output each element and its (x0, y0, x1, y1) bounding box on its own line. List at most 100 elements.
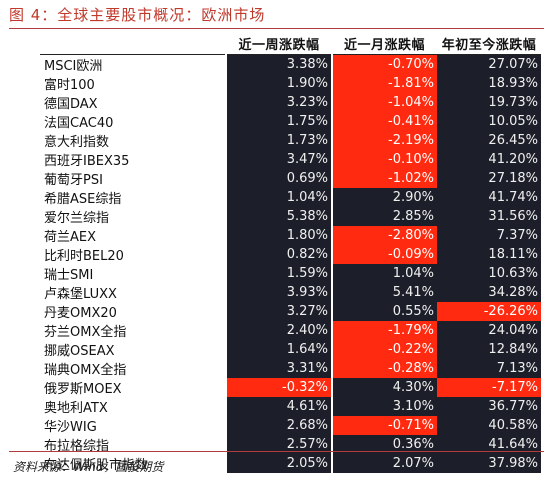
value-cell: 27.07% (437, 54, 541, 74)
value-cell: -0.28% (331, 359, 437, 378)
value-cell: -2.80% (331, 226, 437, 245)
index-name-cell: 挪威OSEAX (44, 344, 115, 359)
value-cell: 7.37% (437, 226, 541, 245)
value-cell: 4.61% (225, 397, 332, 416)
source-note: 资料来源：Wind，国投期货 (13, 460, 164, 474)
table-row: 芬兰OMX全指 2.40% -1.79% 24.04% (40, 321, 541, 340)
header-column-3: 年初至今涨跌幅 (437, 34, 541, 55)
value-cell: 19.73% (437, 93, 541, 112)
value-cell: 41.20% (437, 150, 541, 169)
table-row: 葡萄牙PSI 0.69% -1.02% 27.18% (40, 169, 541, 188)
value-cell: 3.23% (225, 93, 332, 112)
index-name-cell: 葡萄牙PSI (44, 173, 103, 188)
value-cell: 1.64% (225, 340, 332, 359)
value-cell: 2.07% (331, 454, 437, 473)
index-name-cell: MSCI欧洲 (44, 59, 103, 74)
value-cell: 34.28% (437, 283, 541, 302)
table-row: 西班牙IBEX35 3.47% -0.10% 41.20% (40, 150, 541, 169)
value-cell: 2.57% (225, 435, 332, 454)
table-row: 布拉格综指 2.57% 0.36% 41.64% (40, 435, 541, 454)
value-cell: -0.70% (331, 54, 437, 74)
index-name-cell: 富时100 (44, 78, 95, 93)
table-row: 瑞典OMX全指 3.31% -0.28% 7.13% (40, 359, 541, 378)
index-name-cell: 卢森堡LUXX (44, 287, 117, 302)
value-cell: 36.77% (437, 397, 541, 416)
table-row: 布达佩斯股市指数 2.05% 2.07% 37.98% (40, 454, 541, 473)
value-cell: 2.85% (331, 207, 437, 226)
value-cell: -1.04% (331, 93, 437, 112)
table-row: 瑞士SMI 1.59% 1.04% 10.63% (40, 264, 541, 283)
index-name-cell: 布拉格综指 (44, 439, 110, 454)
value-cell: 3.93% (225, 283, 332, 302)
value-cell: -0.71% (331, 416, 437, 435)
index-name-cell: 法国CAC40 (44, 116, 114, 131)
value-cell: -2.19% (331, 131, 437, 150)
value-cell: -7.17% (437, 378, 541, 397)
value-cell: 2.40% (225, 321, 332, 340)
index-name-cell: 丹麦OMX20 (44, 306, 117, 321)
value-cell: 4.30% (331, 378, 437, 397)
value-cell: 10.63% (437, 264, 541, 283)
value-cell: 37.98% (437, 454, 541, 473)
market-table: 近一周涨跌幅 近一月涨跌幅 年初至今涨跌幅 MSCI欧洲 3.38% -0.70% 27.… (40, 34, 541, 473)
table-row: 荷兰AEX 1.80% -2.80% 7.37% (40, 226, 541, 245)
value-cell: 3.31% (225, 359, 332, 378)
value-cell: 0.82% (225, 245, 332, 264)
value-cell: 2.68% (225, 416, 332, 435)
table-row: 挪威OSEAX 1.64% -0.22% 12.84% (40, 340, 541, 359)
table-row: 卢森堡LUXX 3.93% 5.41% 34.28% (40, 283, 541, 302)
table-row: 希腊ASE综指 1.04% 2.90% 41.74% (40, 188, 541, 207)
table-body: MSCI欧洲 3.38% -0.70% 27.07% 富时100 1.90% -1.81% 1… (40, 54, 541, 473)
index-name-cell: 瑞士SMI (44, 268, 94, 283)
value-cell: 1.04% (225, 188, 332, 207)
table-row: 爱尔兰综指 5.38% 2.85% 31.56% (40, 207, 541, 226)
value-cell: 0.36% (331, 435, 437, 454)
value-cell: 3.27% (225, 302, 332, 321)
value-cell: 31.56% (437, 207, 541, 226)
table-row: 丹麦OMX20 3.27% 0.55% -26.26% (40, 302, 541, 321)
value-cell: 18.93% (437, 74, 541, 93)
index-name-cell: 布达佩斯股市指数 (44, 458, 149, 473)
value-cell: 3.10% (331, 397, 437, 416)
table-row: 法国CAC40 1.75% -0.41% 10.05% (40, 112, 541, 131)
header-row: 近一周涨跌幅 近一月涨跌幅 年初至今涨跌幅 (40, 34, 541, 55)
value-cell: 1.59% (225, 264, 332, 283)
header-column-2: 近一月涨跌幅 (332, 34, 437, 55)
value-cell: 7.13% (437, 359, 541, 378)
value-cell: 5.41% (331, 283, 437, 302)
index-name-cell: 荷兰AEX (44, 230, 97, 245)
source-divider (9, 451, 544, 452)
value-cell: -1.02% (331, 169, 437, 188)
value-cell: 40.58% (437, 416, 541, 435)
value-cell: -1.79% (331, 321, 437, 340)
header-index-name (40, 34, 226, 55)
value-cell: 3.38% (225, 54, 332, 74)
value-cell: 26.45% (437, 131, 541, 150)
title-divider (9, 28, 544, 29)
index-name-cell: 瑞典OMX全指 (44, 363, 127, 378)
value-cell: 2.05% (225, 454, 332, 473)
table-row: 德国DAX 3.23% -1.04% 19.73% (40, 93, 541, 112)
index-name-cell: 希腊ASE综指 (44, 192, 122, 207)
value-cell: 10.05% (437, 112, 541, 131)
index-name-cell: 比利时BEL20 (44, 249, 124, 264)
value-cell: 1.75% (225, 112, 332, 131)
table-row: 意大利指数 1.73% -2.19% 26.45% (40, 131, 541, 150)
value-cell: -0.22% (331, 340, 437, 359)
header-column-1: 近一周涨跌幅 (226, 34, 332, 55)
value-cell: 0.55% (331, 302, 437, 321)
index-name-cell: 俄罗斯MOEX (44, 382, 122, 397)
index-name-cell: 德国DAX (44, 97, 98, 112)
value-cell: -26.26% (437, 302, 541, 321)
table-row: 华沙WIG 2.68% -0.71% 40.58% (40, 416, 541, 435)
value-cell: 24.04% (437, 321, 541, 340)
value-cell: -0.41% (331, 112, 437, 131)
table-row: 比利时BEL20 0.82% -0.09% 18.11% (40, 245, 541, 264)
value-cell: 27.18% (437, 169, 541, 188)
index-name-cell: 芬兰OMX全指 (44, 325, 127, 340)
index-name-cell: 华沙WIG (44, 420, 97, 435)
value-cell: -0.09% (331, 245, 437, 264)
table-row: 俄罗斯MOEX -0.32% 4.30% -7.17% (40, 378, 541, 397)
value-cell: 18.11% (437, 245, 541, 264)
value-cell: 0.69% (225, 169, 332, 188)
